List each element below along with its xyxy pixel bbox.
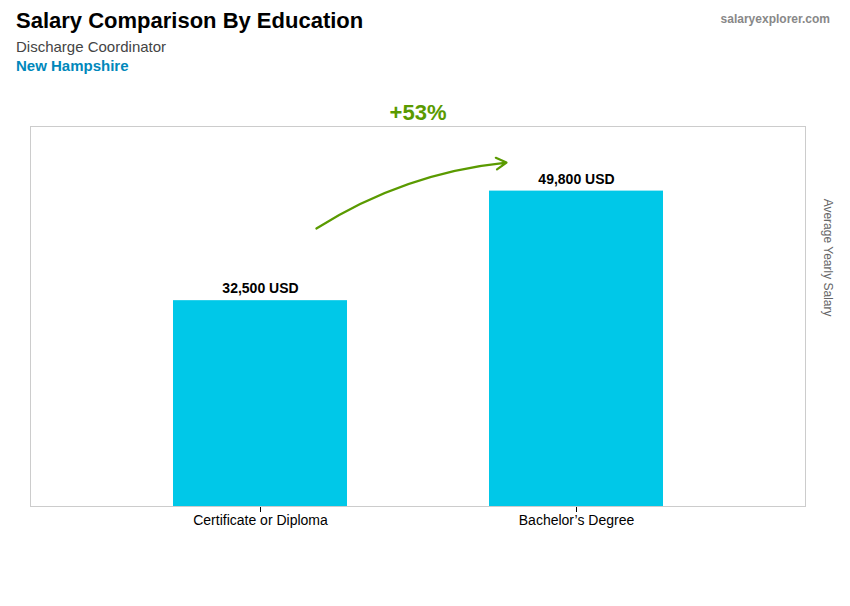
- svg-text:Bachelor’s Degree: Bachelor’s Degree: [519, 512, 635, 528]
- html-text:New Hampshire: New Hampshire: [16, 57, 129, 74]
- svg-text:Certificate or Diploma: Certificate or Diploma: [193, 512, 328, 528]
- svg-text:32,500 USD: 32,500 USD: [222, 280, 298, 296]
- html-text:salaryexplorer.com: salaryexplorer.com: [720, 12, 830, 26]
- svg-text:+53%: +53%: [390, 100, 447, 125]
- svg-text:49,800 USD: 49,800 USD: [538, 171, 614, 187]
- html-text:Salary Comparison By Education: Salary Comparison By Education: [16, 8, 364, 33]
- svg-text:Average Yearly Salary: Average Yearly Salary: [821, 199, 835, 317]
- html-text:Discharge Coordinator: Discharge Coordinator: [16, 38, 167, 55]
